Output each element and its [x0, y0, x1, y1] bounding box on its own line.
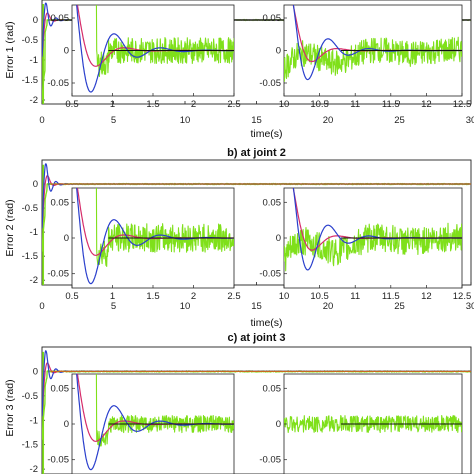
y-tick-label: -1	[30, 227, 38, 238]
inset-x-tick-label: 12	[421, 99, 432, 110]
y-tick-label: 0	[33, 366, 38, 377]
y-axis-label: Error 1 (rad)	[4, 21, 16, 78]
inset-y-tick-label: -0.05	[259, 455, 281, 466]
inset-y-tick-label: -0.05	[259, 269, 281, 280]
inset-y-tick-label: 0	[276, 419, 281, 430]
inset-line-green	[284, 36, 462, 82]
inset-series	[76, 188, 234, 285]
inset-y-tick-label: -0.05	[47, 455, 69, 466]
main-series	[42, 163, 471, 285]
inset-y-tick-label: 0	[276, 46, 281, 57]
inset-x-tick-label: 2.5	[227, 99, 240, 110]
inset-series	[284, 5, 462, 82]
y-tick-label: -1.5	[22, 251, 38, 262]
inset-y-tick-label: 0	[64, 233, 69, 244]
inset-2	[283, 187, 463, 289]
inset-x-tick-label: 2.5	[227, 291, 240, 302]
y-tick-label: -0.5	[22, 391, 38, 402]
x-tick-label: 20	[323, 301, 334, 312]
x-tick-label: 5	[111, 115, 116, 126]
inset-y-tick-label: 0.05	[263, 13, 282, 24]
inset-y-tick-label: 0.05	[263, 383, 282, 394]
y-tick-label: 0	[33, 15, 38, 26]
inset-line-green	[284, 222, 462, 272]
inset-series	[76, 5, 234, 93]
inset-1	[71, 373, 235, 474]
x-tick-label: 0	[39, 301, 44, 312]
panel-2	[41, 159, 472, 289]
inset-line-green	[284, 414, 462, 434]
x-tick-label: 30	[466, 115, 474, 126]
inset-x-tick-label: 1	[110, 99, 115, 110]
inset-y-tick-label: 0	[64, 419, 69, 430]
inset-x-tick-label: 0.5	[65, 291, 78, 302]
y-tick-label: -1	[30, 415, 38, 426]
inset-y-tick-label: 0.05	[51, 383, 70, 394]
inset-x-tick-label: 1.5	[146, 99, 159, 110]
y-tick-label: -1.5	[22, 440, 38, 451]
x-tick-label: 5	[111, 301, 116, 312]
x-axis-label: time(s)	[250, 128, 282, 140]
y-tick-label: -0.5	[22, 203, 38, 214]
x-tick-label: 10	[180, 301, 191, 312]
inset-x-tick-label: 10.5	[310, 99, 329, 110]
x-tick-label: 0	[39, 115, 44, 126]
y-tick-label: -2	[30, 275, 38, 286]
panel-3	[41, 346, 472, 474]
y-axis-label: Error 3 (rad)	[4, 379, 16, 436]
inset-x-tick-label: 10.5	[310, 291, 329, 302]
inset-y-tick-label: -0.05	[47, 269, 69, 280]
inset-line-green	[95, 374, 234, 447]
inset-y-tick-label: 0.05	[51, 13, 70, 24]
inset-x-tick-label: 11	[350, 291, 360, 302]
inset-x-tick-label: 1.5	[146, 291, 159, 302]
inset-series	[284, 188, 462, 272]
inset-1	[71, 4, 235, 97]
inset-x-tick-label: 11.5	[382, 291, 400, 302]
x-tick-label: 20	[323, 115, 334, 126]
inset-y-tick-label: 0	[276, 233, 281, 244]
inset-x-tick-label: 2	[191, 291, 196, 302]
inset-x-tick-label: 11	[350, 99, 360, 110]
inset-1	[71, 187, 235, 289]
inset-y-tick-label: 0.05	[51, 197, 70, 208]
inset-x-tick-label: 12.5	[453, 99, 472, 110]
inset-series	[76, 374, 234, 471]
x-tick-label: 15	[251, 301, 262, 312]
inset-y-tick-label: -0.05	[47, 78, 69, 89]
x-tick-label: 30	[466, 301, 474, 312]
inset-y-tick-label: -0.05	[259, 78, 281, 89]
inset-x-tick-label: 0.5	[65, 99, 78, 110]
x-tick-label: 15	[251, 115, 262, 126]
y-axis-label: Error 2 (rad)	[4, 199, 16, 256]
inset-y-tick-label: 0	[64, 46, 69, 57]
x-axis-label: time(s)	[250, 317, 282, 329]
x-tick-label: 25	[394, 301, 405, 312]
y-tick-label: 0	[33, 179, 38, 190]
inset-x-tick-label: 12	[421, 291, 432, 302]
panel-1	[41, 0, 472, 105]
inset-y-tick-label: 0.05	[263, 197, 282, 208]
inset-x-tick-label: 11.5	[382, 99, 400, 110]
panel-title: c) at joint 3	[227, 332, 285, 344]
x-tick-label: 10	[180, 115, 191, 126]
inset-2	[283, 4, 463, 97]
panel-title: b) at joint 2	[227, 147, 286, 159]
y-tick-label: -2	[30, 464, 38, 474]
main-series	[42, 350, 471, 474]
y-tick-label: -1	[30, 55, 38, 66]
inset-x-tick-label: 2	[191, 99, 196, 110]
y-tick-label: -0.5	[22, 35, 38, 46]
inset-x-tick-label: 10	[279, 99, 290, 110]
inset-x-tick-label: 10	[279, 291, 290, 302]
y-tick-label: -2	[30, 95, 38, 106]
inset-line-green	[95, 188, 234, 268]
inset-series	[284, 414, 462, 434]
y-tick-label: -1.5	[22, 75, 38, 86]
inset-x-tick-label: 1	[110, 291, 115, 302]
inset-2	[283, 373, 463, 474]
x-tick-label: 25	[394, 115, 405, 126]
inset-x-tick-label: 12.5	[453, 291, 472, 302]
